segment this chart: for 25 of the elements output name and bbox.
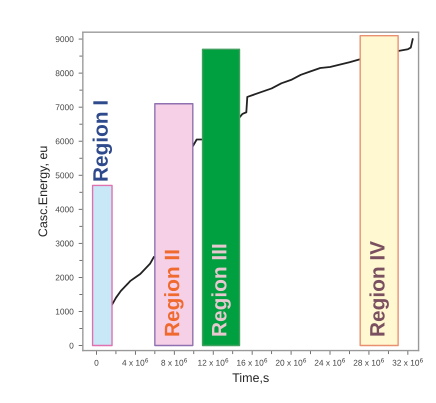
- x-axis-title: Time,s: [232, 372, 269, 384]
- x-tick-label: 12 x 10$^{6}$: [198, 358, 228, 366]
- y-tick-label: 9000: [56, 36, 74, 42]
- y-tick-label: 0: [70, 342, 74, 349]
- y-tick-label: 4000: [55, 206, 74, 212]
- y-tick-label: 8000: [56, 70, 74, 76]
- x-tick-label: 8 x 10$^{6}$: [161, 358, 188, 366]
- x-tick-label: 4 x 10$^{6}$: [122, 358, 148, 366]
- x-tick-label: 0: [94, 360, 98, 366]
- y-tick-label: 5000: [56, 172, 74, 178]
- text: Region I: [92, 101, 112, 181]
- x-tick-label: 32 x 10$^{6}$: [392, 358, 423, 366]
- series-label: Region II: [164, 250, 184, 336]
- series-label: Region III: [211, 244, 231, 336]
- y-axis-title: Casc.Energy, eu: [38, 146, 50, 237]
- y-tick-label: 1000: [56, 308, 74, 315]
- x-tick-label: 28 x 10$^{6}$: [354, 358, 384, 366]
- x-tick-label: 24 x 10$^{6}$: [314, 358, 346, 366]
- y-tick-label: 3000: [56, 240, 74, 246]
- x-tick-label: 20 x 10$^{6}$: [276, 358, 306, 366]
- y-tick-label: 2000: [56, 274, 74, 281]
- y-tick-label: 7000: [56, 104, 74, 110]
- y-tick-label: 6000: [56, 138, 74, 144]
- x-tick-label: 16 x 10$^{6}$: [237, 358, 268, 366]
- series-label: Region IV: [369, 241, 389, 336]
